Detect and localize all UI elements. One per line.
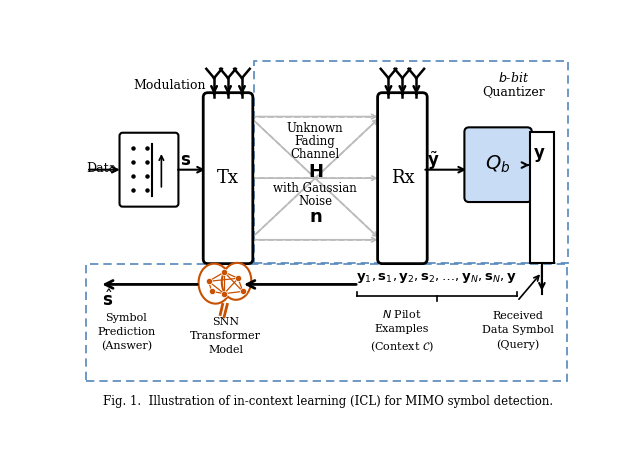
FancyBboxPatch shape [378, 93, 428, 264]
Text: $N$ Pilot
Examples
(Context $\mathcal{C}$): $N$ Pilot Examples (Context $\mathcal{C}… [370, 308, 433, 354]
Ellipse shape [198, 264, 231, 304]
Text: Noise: Noise [298, 195, 332, 208]
Text: $\mathbf{n}$: $\mathbf{n}$ [308, 207, 322, 226]
Text: Data: Data [86, 162, 116, 174]
Text: Fading: Fading [295, 135, 335, 147]
Text: Quantizer: Quantizer [483, 86, 545, 98]
Bar [86, 264, 566, 382]
Text: $\mathbf{H}$: $\mathbf{H}$ [308, 163, 323, 181]
Text: $\mathbf{y}_1, \mathbf{s}_1, \mathbf{y}_2, \mathbf{s}_2, \ldots, \mathbf{y}_N, \: $\mathbf{y}_1, \mathbf{s}_1, \mathbf{y}_… [356, 271, 517, 285]
Text: Received
Data Symbol
(Query): Received Data Symbol (Query) [482, 311, 554, 350]
Text: Unknown: Unknown [287, 122, 344, 135]
FancyBboxPatch shape [204, 93, 253, 264]
Text: Modulation: Modulation [133, 79, 205, 92]
Text: SNN
Transformer
Model: SNN Transformer Model [190, 317, 261, 355]
FancyBboxPatch shape [465, 127, 532, 202]
Text: Fig. 1.  Illustration of in-context learning (ICL) for MIMO symbol detection.: Fig. 1. Illustration of in-context learn… [103, 395, 553, 408]
FancyBboxPatch shape [120, 133, 179, 207]
Ellipse shape [222, 263, 252, 300]
Text: Tx: Tx [217, 169, 239, 187]
Text: $\tilde{\mathbf{y}}$: $\tilde{\mathbf{y}}$ [428, 149, 440, 172]
Text: Rx: Rx [390, 169, 414, 187]
Text: $b$-bit: $b$-bit [499, 71, 530, 85]
Text: Symbol
Prediction
(Answer): Symbol Prediction (Answer) [97, 313, 156, 351]
Bar [254, 61, 568, 263]
Text: with Gaussian: with Gaussian [273, 182, 357, 195]
Text: $\mathbf{s}$: $\mathbf{s}$ [180, 152, 191, 169]
Text: $Q_b$: $Q_b$ [485, 154, 511, 175]
Text: $\mathbf{y}$: $\mathbf{y}$ [533, 146, 546, 164]
Bar [529, 132, 554, 263]
Text: $\hat{\mathbf{s}}$: $\hat{\mathbf{s}}$ [102, 289, 113, 310]
Text: Channel: Channel [291, 148, 340, 161]
